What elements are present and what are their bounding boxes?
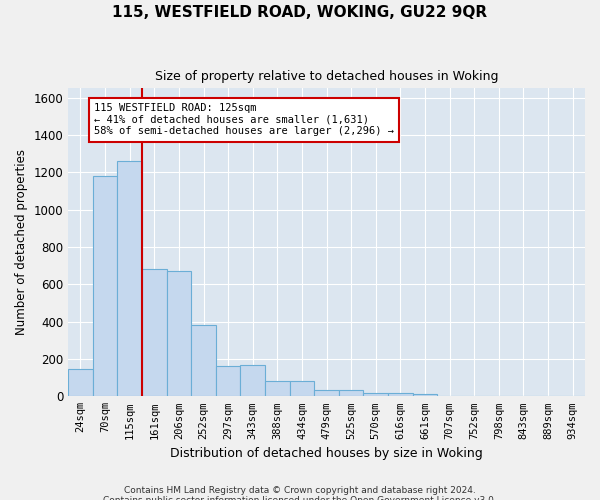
Text: 115 WESTFIELD ROAD: 125sqm
← 41% of detached houses are smaller (1,631)
58% of s: 115 WESTFIELD ROAD: 125sqm ← 41% of deta… <box>94 104 394 136</box>
Bar <box>413 394 437 396</box>
Bar <box>68 369 93 396</box>
Bar <box>265 382 290 396</box>
Bar <box>142 270 167 396</box>
Bar <box>93 176 118 396</box>
Bar <box>216 366 241 396</box>
Bar <box>290 382 314 396</box>
Text: Contains HM Land Registry data © Crown copyright and database right 2024.: Contains HM Land Registry data © Crown c… <box>124 486 476 495</box>
Bar <box>314 390 339 396</box>
Bar <box>388 392 413 396</box>
Bar <box>364 392 388 396</box>
Text: Contains public sector information licensed under the Open Government Licence v3: Contains public sector information licen… <box>103 496 497 500</box>
X-axis label: Distribution of detached houses by size in Woking: Distribution of detached houses by size … <box>170 447 483 460</box>
Text: 115, WESTFIELD ROAD, WOKING, GU22 9QR: 115, WESTFIELD ROAD, WOKING, GU22 9QR <box>112 5 488 20</box>
Bar <box>339 390 364 396</box>
Bar <box>167 272 191 396</box>
Y-axis label: Number of detached properties: Number of detached properties <box>15 150 28 336</box>
Bar <box>118 161 142 396</box>
Bar <box>241 364 265 396</box>
Title: Size of property relative to detached houses in Woking: Size of property relative to detached ho… <box>155 70 499 83</box>
Bar <box>191 326 216 396</box>
